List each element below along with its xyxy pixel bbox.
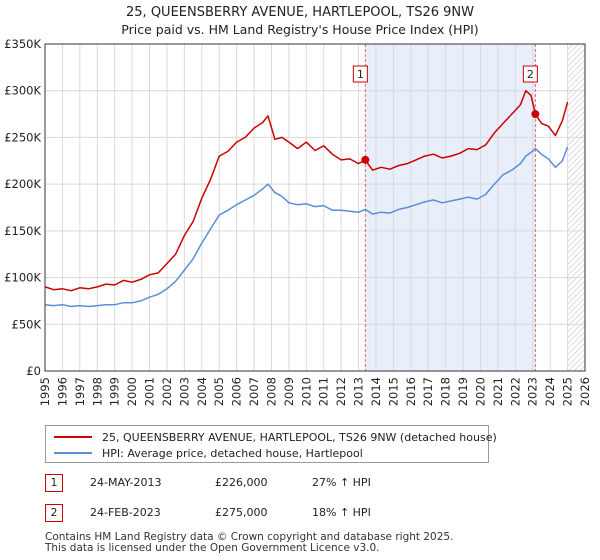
y-tick-label: £50K <box>12 317 42 331</box>
x-tick-label: 2003 <box>177 377 191 406</box>
x-tick-label: 2023 <box>526 377 540 406</box>
transaction-hpi-change: 18% ↑ HPI <box>312 506 371 519</box>
x-tick-label: 2020 <box>473 377 487 406</box>
plot-frame <box>44 43 586 372</box>
x-tick-label: 2010 <box>299 377 313 406</box>
transaction-marker-box <box>522 65 538 83</box>
transaction-point <box>361 155 370 164</box>
future-hatch <box>567 44 585 371</box>
x-tick-label: 2009 <box>282 377 296 406</box>
y-tick-label: £350K <box>4 37 41 51</box>
legend-item-hpi: HPI: Average price, detached house, Hart… <box>54 445 363 461</box>
x-tick-label: 2007 <box>247 377 261 406</box>
x-tick-label: 2012 <box>334 377 348 406</box>
shaded-period <box>365 44 536 371</box>
legend-item-property: 25, QUEENSBERRY AVENUE, HARTLEPOOL, TS26… <box>54 429 497 445</box>
x-tick-label: 1996 <box>55 377 69 406</box>
transaction-price: £226,000 <box>215 476 268 489</box>
transaction-date: 24-FEB-2023 <box>90 506 161 519</box>
transaction-badge: 1 <box>45 474 63 492</box>
x-tick-label: 1995 <box>38 377 52 406</box>
y-tick-label: £200K <box>4 177 41 191</box>
series-line <box>44 146 569 308</box>
transaction-row: 2 24-FEB-2023 £275,000 18% ↑ HPI <box>45 504 465 522</box>
price-chart: £0 £50K £100K £150K £200K £250K £300K £350K 1995… <box>4 37 592 406</box>
transaction-price: £275,000 <box>215 506 268 519</box>
legend-swatch-property <box>54 436 92 438</box>
y-tick-label: £250K <box>4 130 41 144</box>
x-tick-label: 2026 <box>578 377 592 406</box>
x-tick-label: 1997 <box>73 377 87 406</box>
legend-swatch-hpi <box>54 452 92 454</box>
y-tick-label: £300K <box>4 84 41 98</box>
x-tick-label: 2001 <box>143 377 157 406</box>
x-tick-label: 2022 <box>508 377 522 406</box>
y-tick-label: £150K <box>4 224 41 238</box>
y-tick-label: £100K <box>4 271 41 285</box>
x-tick-label: 2000 <box>125 377 139 406</box>
y-tick-label: £0 <box>26 364 41 378</box>
chart-title: 25, QUEENSBERRY AVENUE, HARTLEPOOL, TS26… <box>126 5 474 20</box>
footer-licence: This data is licensed under the Open Gov… <box>45 542 380 554</box>
transaction-hpi-change: 27% ↑ HPI <box>312 476 371 489</box>
x-tick-label: 1999 <box>108 377 122 406</box>
x-tick-label: 2011 <box>317 377 331 406</box>
x-tick-label: 2019 <box>456 377 470 406</box>
transaction-point <box>531 110 540 119</box>
x-tick-label: 2005 <box>212 377 226 406</box>
x-tick-label: 2024 <box>543 377 557 406</box>
legend: 25, QUEENSBERRY AVENUE, HARTLEPOOL, TS26… <box>45 425 497 463</box>
x-tick-label: 2017 <box>421 377 435 406</box>
series-line <box>44 89 569 292</box>
transaction-badge: 2 <box>45 504 63 522</box>
x-tick-label: 2025 <box>561 377 575 406</box>
transaction-marker-label: 2 <box>527 68 534 81</box>
x-tick-label: 2006 <box>230 377 244 406</box>
footer: Contains HM Land Registry data © Crown c… <box>45 532 453 554</box>
chart-subtitle: Price paid vs. HM Land Registry's House … <box>121 22 479 37</box>
transaction-date: 24-MAY-2013 <box>90 476 162 489</box>
x-tick-label: 2008 <box>264 377 278 406</box>
transaction-row: 1 24-MAY-2013 £226,000 27% ↑ HPI <box>45 474 465 492</box>
x-tick-label: 1998 <box>90 377 104 406</box>
transaction-marker-box <box>352 65 368 83</box>
x-tick-label: 2013 <box>352 377 366 406</box>
x-tick-label: 2018 <box>439 377 453 406</box>
x-tick-label: 2021 <box>491 377 505 406</box>
x-tick-label: 2002 <box>160 377 174 406</box>
x-tick-label: 2015 <box>386 377 400 406</box>
x-tick-label: 2016 <box>404 377 418 406</box>
chart-title-block: 25, QUEENSBERRY AVENUE, HARTLEPOOL, TS26… <box>0 4 600 38</box>
x-tick-label: 2014 <box>369 377 383 406</box>
x-tick-label: 2004 <box>195 377 209 406</box>
footer-copyright: Contains HM Land Registry data © Crown c… <box>45 531 454 543</box>
legend-label-property: 25, QUEENSBERRY AVENUE, HARTLEPOOL, TS26… <box>102 430 497 444</box>
legend-label-hpi: HPI: Average price, detached house, Hart… <box>102 446 363 460</box>
transaction-marker-label: 1 <box>357 68 364 81</box>
